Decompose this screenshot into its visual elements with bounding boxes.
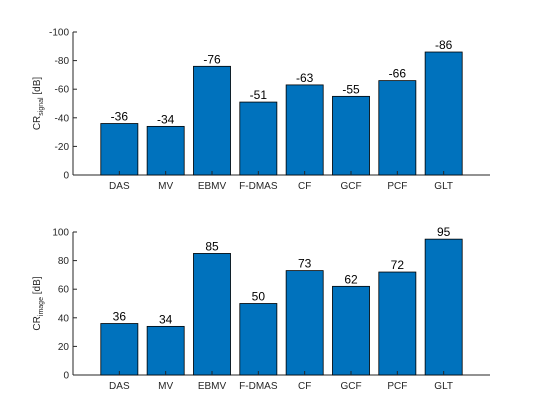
y-tick-label: 80	[58, 256, 70, 267]
bar-gcf	[332, 95, 370, 176]
data-label: -76	[203, 52, 221, 66]
data-label: -55	[342, 82, 360, 96]
y-tick-label: 100	[52, 228, 69, 239]
y-tick-label: 20	[58, 342, 70, 353]
y-axis-title: CRimage [dB]	[32, 276, 45, 330]
y-tick-label: 40	[58, 313, 70, 324]
x-tick-label: F-DMAS	[239, 381, 278, 392]
bar-pcf	[378, 271, 417, 376]
x-tick-label: EBMV	[198, 381, 227, 392]
y-axis-title-main: CR	[32, 116, 43, 130]
data-label: 85	[205, 239, 219, 253]
chart-panel-2: 0 20 40 60 80 100 DAS 36 MV 34 EBMV 85 F-DMAS 50 CF 73 G…	[32, 225, 490, 392]
data-label: -86	[435, 38, 453, 52]
y-tick-label: 60	[58, 285, 70, 296]
x-tick-label: CF	[298, 381, 311, 392]
bar-glt	[424, 238, 463, 376]
x-tick-label: PCF	[387, 381, 407, 392]
x-tick-label: CF	[298, 181, 311, 192]
bar-f-dmas	[239, 101, 278, 176]
data-label: 34	[159, 312, 173, 326]
y-axis-title-unit: [dB]	[32, 77, 43, 98]
y-axis-title-subscript: signal	[38, 97, 45, 116]
data-label: -51	[250, 88, 268, 102]
bar-mv	[146, 125, 185, 176]
x-tick-label: MV	[158, 181, 173, 192]
y-axis-title-subscript: image	[38, 297, 45, 316]
x-tick-label: F-DMAS	[239, 181, 278, 192]
bar-mv	[146, 325, 185, 376]
bar-das	[100, 123, 139, 176]
x-tick-label: DAS	[109, 181, 130, 192]
x-tick-label: GCF	[340, 181, 361, 192]
y-tick-label: -60	[55, 85, 70, 96]
y-tick-label: -20	[55, 142, 70, 153]
x-tick-label: EBMV	[198, 181, 227, 192]
bar-ebmv	[193, 65, 231, 176]
data-label: -34	[157, 112, 175, 126]
x-tick-label: DAS	[109, 381, 130, 392]
bar-cf	[285, 270, 324, 376]
bar-ebmv	[193, 253, 231, 376]
bar-gcf	[332, 285, 370, 376]
y-tick-label: -40	[55, 113, 70, 124]
data-label: 73	[298, 257, 312, 271]
chart-panel-1: 0 -20 -40 -60 -80 -100 DAS -36 MV -34 EBMV -76 F-DMA…	[32, 28, 490, 192]
y-tick-label: 0	[63, 171, 69, 182]
y-tick-label: -100	[49, 28, 69, 39]
x-tick-label: GLT	[434, 181, 453, 192]
bar-das	[100, 323, 139, 376]
bar-glt	[424, 51, 463, 176]
y-tick-label: 0	[63, 371, 69, 382]
data-label: 72	[391, 258, 405, 272]
y-axis-title: CRsignal [dB]	[32, 77, 45, 131]
x-tick-label: GCF	[340, 381, 361, 392]
data-label: -63	[296, 71, 314, 85]
x-tick-label: GLT	[434, 381, 453, 392]
x-tick-label: PCF	[387, 181, 407, 192]
y-axis-title-unit: [dB]	[32, 276, 43, 297]
x-tick-label: MV	[158, 381, 173, 392]
y-axis-title-main: CR	[32, 316, 43, 330]
bar-pcf	[378, 80, 417, 176]
bar-f-dmas	[239, 303, 278, 376]
data-label: 62	[344, 272, 358, 286]
data-label: 36	[113, 310, 127, 324]
bar-cf	[285, 84, 324, 176]
data-label: -36	[111, 110, 129, 124]
data-label: 95	[437, 225, 451, 239]
y-tick-label: -80	[55, 56, 70, 67]
data-label: -66	[389, 67, 407, 81]
data-label: 50	[252, 290, 266, 304]
